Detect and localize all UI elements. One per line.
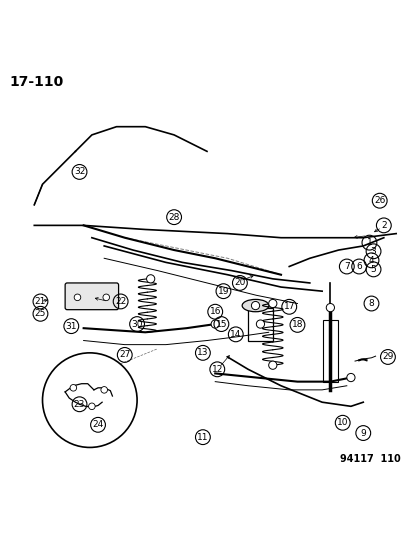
Text: 17-110: 17-110 (9, 75, 64, 90)
Circle shape (211, 320, 219, 328)
Text: 22: 22 (115, 297, 126, 306)
Text: 32: 32 (74, 167, 85, 176)
Text: 28: 28 (168, 213, 179, 222)
Text: 14: 14 (230, 330, 241, 339)
Text: 11: 11 (197, 433, 208, 442)
Text: 4: 4 (368, 256, 373, 265)
Circle shape (251, 302, 259, 310)
Circle shape (325, 303, 334, 312)
Circle shape (346, 374, 354, 382)
Text: 12: 12 (211, 365, 223, 374)
Circle shape (103, 294, 109, 301)
Text: 15: 15 (215, 320, 227, 328)
Text: 9: 9 (360, 429, 365, 438)
Text: 31: 31 (65, 321, 77, 330)
Text: 6: 6 (356, 262, 361, 271)
Circle shape (101, 386, 107, 393)
Circle shape (74, 294, 81, 301)
Text: 19: 19 (217, 287, 229, 296)
Ellipse shape (242, 300, 268, 312)
Circle shape (268, 361, 276, 369)
Text: 18: 18 (291, 320, 302, 329)
Circle shape (43, 353, 137, 447)
FancyBboxPatch shape (65, 283, 118, 310)
Text: 25: 25 (35, 309, 46, 318)
Text: 23: 23 (74, 400, 85, 409)
Circle shape (268, 300, 276, 308)
Circle shape (70, 384, 76, 391)
Text: 30: 30 (131, 320, 142, 328)
Text: 8: 8 (368, 299, 373, 308)
Bar (247, 308, 272, 341)
Text: 3: 3 (370, 247, 375, 256)
Text: 21: 21 (35, 297, 46, 306)
Text: 94117  110: 94117 110 (339, 454, 399, 464)
Text: 17: 17 (283, 302, 294, 311)
Text: 20: 20 (234, 278, 245, 287)
Text: 27: 27 (119, 350, 130, 359)
Text: 24: 24 (92, 421, 103, 429)
Circle shape (146, 274, 154, 283)
Bar (322, 320, 337, 382)
Text: 10: 10 (336, 418, 348, 427)
Circle shape (256, 320, 264, 328)
Text: 29: 29 (381, 352, 393, 361)
Text: 5: 5 (370, 265, 375, 274)
Text: 16: 16 (209, 307, 221, 316)
Circle shape (88, 403, 95, 409)
Text: 26: 26 (373, 196, 385, 205)
Text: 7: 7 (343, 262, 349, 271)
Text: 2: 2 (380, 221, 386, 230)
Text: 1: 1 (366, 238, 371, 247)
Text: 13: 13 (197, 349, 208, 357)
